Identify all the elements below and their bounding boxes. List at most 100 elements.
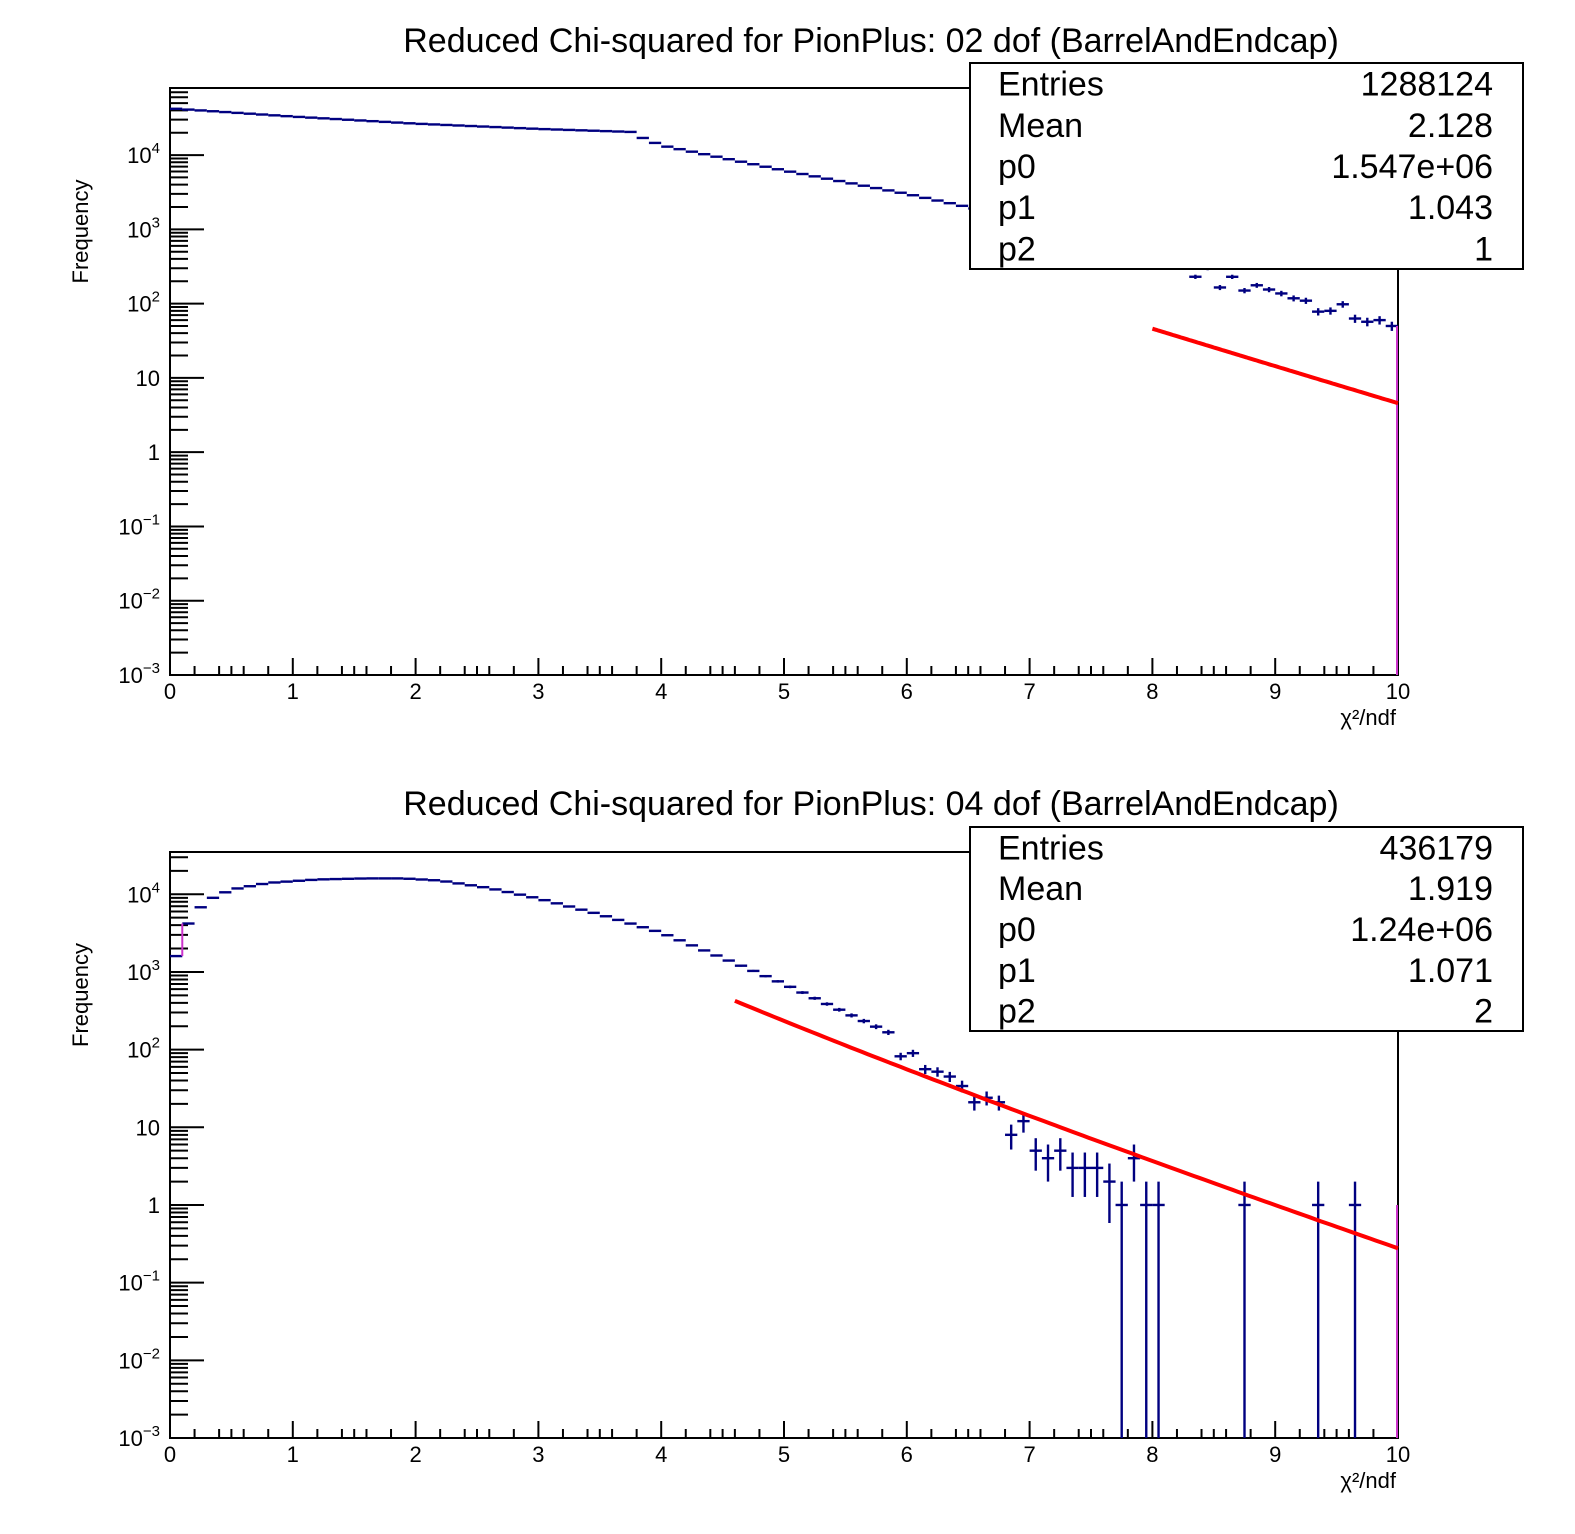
stats-box-frame (969, 62, 1524, 270)
histogram-bin (501, 890, 514, 894)
stats-row: p2 1 (998, 230, 1493, 268)
histogram-bin (1017, 1112, 1030, 1133)
histogram-bin (648, 929, 662, 933)
histogram-bin (1348, 314, 1362, 323)
histogram-bin (305, 878, 318, 882)
histogram-bin (796, 991, 809, 995)
histogram-bin (1103, 1163, 1116, 1224)
y-tick-base: 10 (127, 960, 151, 985)
histogram-bin (1324, 307, 1337, 315)
stats-label: p2 (998, 230, 1036, 268)
histogram-bin (354, 877, 367, 880)
x-tick-label: 0 (164, 1442, 176, 1467)
histogram-bin (747, 969, 760, 973)
histogram-bin (317, 878, 330, 881)
histogram-bin (796, 172, 809, 176)
y-tick-exponent: 4 (152, 140, 160, 157)
histogram-pad-04-dof: Reduced Chi-squared for PionPlus: 04 dof… (68, 785, 1524, 1493)
stats-label: p0 (998, 911, 1036, 949)
stats-row: p1 1.043 (998, 189, 1493, 227)
histogram-bin (194, 906, 207, 909)
histogram-bin (243, 885, 256, 888)
y-tick-base: 10 (136, 366, 160, 391)
x-axis-label: χ²/ndf (1340, 705, 1396, 730)
histogram-bin (919, 1064, 932, 1075)
histogram-bin (759, 165, 772, 168)
histogram-bin (906, 1049, 920, 1057)
histogram-bin (1127, 1144, 1141, 1182)
histogram-bin (698, 949, 711, 952)
stats-value: 1.547e+06 (1331, 148, 1493, 186)
y-tick-base: 10 (127, 143, 151, 168)
histogram-bin (231, 887, 244, 890)
stats-label: p0 (998, 148, 1036, 186)
x-tick-label: 9 (1269, 1442, 1281, 1467)
x-tick-label: 2 (409, 679, 421, 704)
fit-curve (1151, 326, 1399, 406)
histogram-bin (808, 996, 821, 1000)
stats-value: 2 (1474, 993, 1493, 1031)
histogram-bin (661, 145, 674, 148)
histogram-bin (341, 877, 355, 881)
y-tick-base: 1 (148, 440, 160, 465)
histogram-bin (1091, 1152, 1104, 1197)
histogram-bin (857, 1018, 870, 1024)
histogram-bin (1078, 1152, 1091, 1197)
stats-label: p1 (998, 952, 1036, 990)
x-tick-label: 1 (287, 1442, 299, 1467)
histogram-bin (734, 160, 748, 163)
histogram-bin (1361, 317, 1374, 327)
histogram-bin (391, 877, 404, 880)
stats-value: 1 (1474, 230, 1493, 268)
y-tick-exponent: −2 (143, 1345, 160, 1362)
histogram-bin (698, 152, 711, 156)
histogram-series (170, 877, 1362, 1438)
histogram-bin (1312, 1181, 1325, 1438)
y-tick-label: 102 (127, 289, 160, 317)
y-tick-label: 103 (127, 214, 160, 242)
histogram-bin (943, 1071, 956, 1082)
histogram-bin (759, 974, 772, 978)
histogram-bin (882, 189, 895, 192)
y-tick-label: 1 (148, 440, 160, 465)
y-tick-base: 10 (118, 589, 142, 614)
histogram-bin (919, 196, 932, 200)
histogram-bin (477, 885, 490, 889)
histogram-bin (1029, 1138, 1042, 1171)
y-tick-base: 10 (118, 1348, 142, 1373)
x-tick-label: 5 (778, 1442, 790, 1467)
histogram-bin (685, 944, 699, 947)
histogram-bin (833, 1007, 846, 1012)
histogram-bin (526, 896, 539, 899)
histogram-bin (636, 926, 649, 929)
histogram-bin (894, 191, 907, 194)
histogram-bin (1005, 1124, 1018, 1150)
histogram-bin (255, 882, 269, 886)
histogram-bin (845, 1013, 858, 1018)
histogram-bin (820, 1002, 834, 1006)
stats-label: Entries (998, 829, 1104, 867)
y-tick-label: 10−1 (118, 511, 160, 539)
stats-label: Mean (998, 870, 1083, 908)
histogram-bin (489, 888, 502, 891)
y-tick-base: 10 (127, 882, 151, 907)
stats-row: Entries 436179 (998, 829, 1493, 867)
histogram-bin (292, 879, 306, 882)
y-tick-label: 10−2 (118, 1345, 160, 1373)
x-tick-label: 5 (778, 679, 790, 704)
histogram-bin (538, 898, 551, 902)
histogram-bin (845, 182, 858, 185)
x-tick-label: 3 (532, 679, 544, 704)
histogram-bin (1189, 274, 1202, 279)
histogram-bin (882, 1029, 895, 1036)
histogram-bin (575, 908, 588, 911)
y-axis-label: Frequency (68, 943, 93, 1047)
histogram-bin (403, 877, 416, 880)
histogram-bin (1250, 282, 1263, 288)
histogram-bin (427, 879, 441, 882)
y-tick-label: 10 (136, 1115, 160, 1140)
histogram-bin (1152, 1181, 1165, 1438)
histogram-bin (722, 959, 735, 962)
